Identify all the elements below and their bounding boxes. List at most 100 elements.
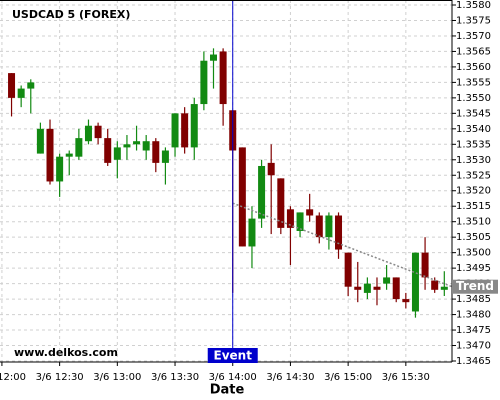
- candle: [84, 119, 92, 145]
- candle-body: [27, 82, 35, 89]
- candle: [181, 107, 189, 154]
- candle-body: [344, 252, 352, 287]
- candle: [219, 48, 227, 126]
- candle: [277, 178, 285, 235]
- y-tick-label: 1.3510: [456, 217, 491, 228]
- candle: [161, 147, 169, 185]
- candle-body: [306, 209, 314, 216]
- candle-body: [56, 156, 64, 182]
- candle: [238, 147, 246, 247]
- candle-body: [286, 209, 294, 228]
- x-tick-label: 3/6 12:00: [0, 372, 26, 383]
- candle: [27, 79, 35, 114]
- y-tick-label: 1.3540: [456, 124, 491, 135]
- candle: [402, 292, 410, 309]
- candle-body: [219, 51, 227, 105]
- candle-body: [46, 128, 54, 182]
- candle: [306, 193, 314, 222]
- candle: [286, 206, 294, 266]
- candle: [94, 122, 102, 145]
- y-tick-label: 1.3535: [456, 139, 491, 150]
- candle-body: [161, 150, 169, 163]
- candle-body: [17, 88, 25, 98]
- candle-body: [104, 138, 112, 163]
- candle: [104, 128, 112, 166]
- plot: [8, 0, 453, 361]
- candle-body: [373, 286, 381, 290]
- candle: [392, 277, 400, 303]
- candle-body: [402, 299, 410, 303]
- trend-line: [232, 202, 453, 288]
- candle-body: [440, 286, 448, 290]
- candle-body: [123, 144, 131, 148]
- x-tick-label: 3/6 13:30: [151, 372, 199, 383]
- event-label: Event: [214, 349, 253, 363]
- candle: [123, 135, 131, 160]
- candle-body: [209, 54, 217, 61]
- x-axis-label: Date: [210, 383, 245, 398]
- candle-body: [152, 141, 160, 163]
- x-tick-label: 3/6 15:30: [382, 372, 430, 383]
- y-tick-label: 1.3550: [456, 93, 491, 104]
- candle: [325, 212, 333, 250]
- y-tick-label: 1.3465: [456, 356, 491, 367]
- candle: [344, 252, 352, 296]
- candle-body: [296, 212, 304, 231]
- candle-body: [354, 286, 362, 290]
- y-tick-label: 1.3515: [456, 201, 491, 212]
- candle-body: [65, 153, 73, 157]
- candle-body: [36, 128, 44, 154]
- y-tick-label: 1.3500: [456, 248, 491, 259]
- candle-body: [421, 252, 429, 278]
- candle: [142, 135, 150, 160]
- candle: [335, 212, 343, 259]
- x-tick-label: 3/6 14:30: [266, 372, 314, 383]
- candle-body: [133, 141, 141, 145]
- candle-body: [238, 147, 246, 247]
- trend-label-box: [452, 279, 498, 294]
- candle: [248, 206, 256, 269]
- candle: [65, 150, 73, 176]
- candle: [17, 85, 25, 108]
- candle-body: [142, 141, 150, 151]
- candle-body: [113, 147, 121, 160]
- chart-title: USDCAD 5 (FOREX): [12, 8, 130, 21]
- y-tick-label: 1.3485: [456, 294, 491, 305]
- candle-body: [171, 113, 179, 148]
- y-tick-label: 1.3575: [456, 15, 491, 26]
- candle-body: [363, 283, 371, 293]
- candle: [296, 212, 304, 238]
- candle-body: [411, 252, 419, 312]
- candle: [440, 271, 448, 296]
- y-tick-label: 1.3480: [456, 310, 491, 321]
- x-tick-label: 3/6 13:00: [93, 372, 141, 383]
- watermark: www.delkos.com: [14, 346, 118, 359]
- candle: [200, 51, 208, 111]
- candle: [152, 138, 160, 173]
- candle: [36, 122, 44, 154]
- y-tick-label: 1.3470: [456, 341, 491, 352]
- candle-body: [248, 218, 256, 247]
- y-tick-label: 1.3580: [456, 0, 491, 11]
- candle: [46, 119, 54, 185]
- candle-body: [84, 125, 92, 142]
- candle-body: [190, 104, 198, 148]
- y-tick-label: 1.3555: [456, 77, 491, 88]
- candle-body: [392, 277, 400, 300]
- candle-body: [325, 215, 333, 238]
- x-tick-label: 3/6 14:00: [209, 372, 257, 383]
- y-tick-label: 1.3570: [456, 31, 491, 42]
- candle: [258, 159, 266, 228]
- candle: [171, 113, 179, 157]
- candle: [411, 252, 419, 318]
- y-tick-label: 1.3525: [456, 170, 491, 181]
- candle-body: [94, 125, 102, 139]
- candle: [8, 73, 16, 117]
- candle-body: [431, 280, 439, 290]
- y-tick-label: 1.3505: [456, 232, 491, 243]
- candle: [383, 265, 391, 290]
- candle: [363, 277, 371, 300]
- candle-body: [258, 165, 266, 219]
